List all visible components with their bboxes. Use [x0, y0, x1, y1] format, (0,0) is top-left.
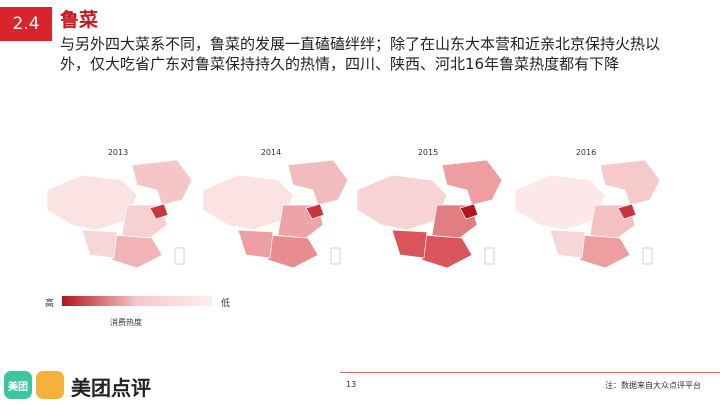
meituan-app-icon-label: 美团 — [8, 381, 28, 393]
map-region-north — [131, 160, 192, 206]
map-inset-south-sea — [174, 247, 185, 265]
map-region-shandong — [617, 203, 637, 220]
dianping-app-icon — [36, 371, 64, 399]
source-note: 注：数据来自大众点评平台 — [605, 381, 701, 390]
legend-high-label: 高 — [45, 299, 55, 309]
map-region-southwest — [391, 229, 428, 259]
map-year-2013: 2013 — [107, 148, 129, 157]
map-region-north — [287, 160, 348, 206]
map-year-2014: 2014 — [260, 148, 282, 157]
map-region-west — [46, 174, 138, 231]
map-region-west — [202, 174, 294, 231]
map-inset-south-sea — [330, 247, 341, 265]
china-heat-map-2015 — [356, 160, 502, 269]
section-number: 2.4 — [12, 14, 40, 34]
legend-title: 消费热度 — [110, 318, 142, 327]
section-number-tag: 2.4 — [0, 7, 52, 41]
china-heat-map-2014 — [202, 160, 348, 269]
map-region-south — [111, 234, 163, 269]
map-region-north — [441, 160, 502, 206]
map-region-west — [356, 174, 448, 231]
map-inset-south-sea — [484, 247, 495, 265]
map-region-south — [579, 234, 631, 269]
map-inset-south-sea — [642, 247, 653, 265]
map-region-southwest — [237, 229, 274, 259]
map-region-southwest — [81, 229, 118, 259]
legend-low-label: 低 — [221, 299, 231, 309]
map-region-west — [514, 174, 606, 231]
page-number: 13 — [346, 380, 357, 389]
map-region-southwest — [549, 229, 586, 259]
china-heat-map-2013 — [46, 160, 192, 269]
page-subtitle: 与另外四大菜系不同，鲁菜的发展一直磕磕绊绊；除了在山东大本营和近亲北京保持火热以… — [60, 35, 661, 73]
map-region-south — [421, 234, 473, 269]
map-region-north — [599, 160, 660, 206]
page-title: 鲁菜 — [60, 9, 99, 31]
map-year-2015: 2015 — [417, 148, 439, 157]
footer-divider — [340, 372, 720, 373]
brand-name: 美团点评 — [71, 376, 151, 400]
map-region-shandong — [149, 203, 169, 220]
map-year-2016: 2016 — [575, 148, 597, 157]
meituan-app-icon: 美团 — [4, 371, 32, 399]
map-region-shandong — [305, 203, 325, 220]
legend-color-bar — [62, 296, 212, 306]
map-region-shandong — [459, 203, 479, 220]
map-region-south — [267, 234, 319, 269]
china-heat-map-2016 — [514, 160, 660, 269]
